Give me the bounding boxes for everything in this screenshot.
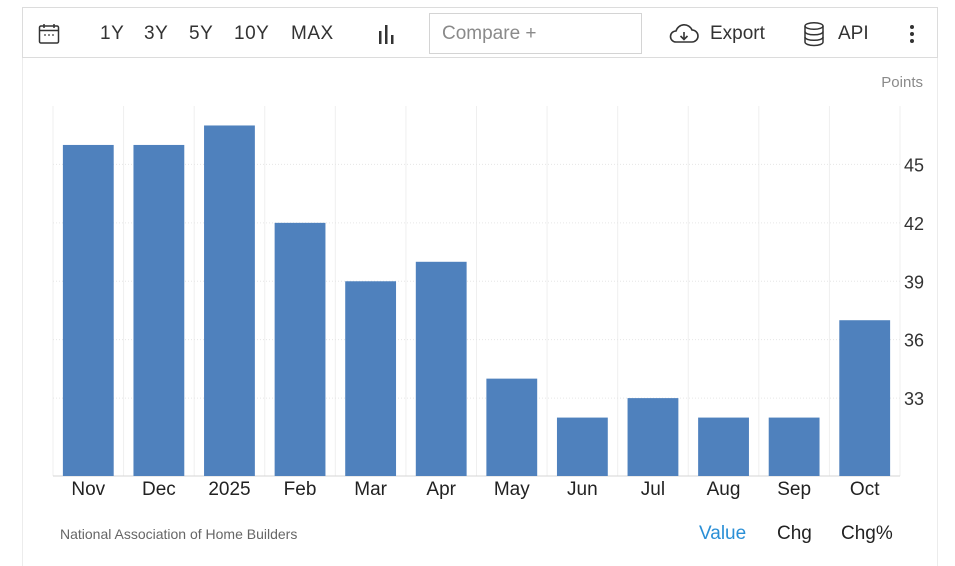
y-tick-label: 42	[904, 214, 924, 234]
chart-toolbar: 1Y 3Y 5Y 10Y MAX Export API	[22, 7, 938, 58]
range-5y-button[interactable]: 5Y	[189, 22, 214, 44]
x-tick-label: Apr	[426, 479, 456, 500]
x-tick-label: Dec	[142, 479, 176, 500]
bar-chart: 33 36 39 42 45 Nov Dec 2025 Feb Mar Apr May Jun Jul Au…	[52, 106, 924, 500]
api-label: API	[838, 22, 869, 44]
bar[interactable]	[768, 417, 820, 476]
range-1y-button[interactable]: 1Y	[100, 22, 125, 44]
source-label: National Association of Home Builders	[60, 526, 298, 542]
x-tick-label: Nov	[71, 479, 105, 500]
x-tick-label: May	[494, 479, 530, 500]
more-vertical-icon[interactable]	[908, 8, 916, 59]
tab-chg-percent[interactable]: Chg%	[841, 523, 893, 544]
x-tick-label: Aug	[707, 479, 741, 500]
x-tick-label: Mar	[354, 479, 387, 500]
y-tick-label: 33	[904, 389, 924, 409]
bar[interactable]	[839, 320, 891, 476]
bar[interactable]	[204, 125, 255, 476]
unit-label: Points	[881, 74, 923, 91]
bar[interactable]	[133, 144, 185, 476]
export-label: Export	[710, 22, 765, 44]
bar-chart-icon[interactable]	[377, 8, 397, 59]
range-3y-button[interactable]: 3Y	[144, 22, 169, 44]
y-tick-label: 39	[904, 272, 924, 292]
x-tick-label: Feb	[284, 479, 317, 500]
api-button[interactable]: API	[803, 8, 869, 59]
tab-value[interactable]: Value	[699, 523, 747, 544]
bar[interactable]	[556, 417, 608, 476]
bar[interactable]	[627, 398, 679, 476]
range-10y-button[interactable]: 10Y	[234, 22, 270, 44]
x-tick-label: Jun	[567, 479, 598, 500]
bar[interactable]	[62, 144, 114, 476]
y-tick-label: 36	[904, 331, 924, 351]
bar[interactable]	[698, 417, 749, 476]
bar[interactable]	[415, 261, 467, 476]
range-max-button[interactable]: MAX	[291, 22, 334, 44]
export-button[interactable]: Export	[668, 8, 765, 59]
x-tick-label: Jul	[641, 479, 665, 500]
x-tick-label: Sep	[777, 479, 811, 500]
bar[interactable]	[274, 222, 326, 476]
database-icon	[804, 21, 824, 46]
chart-panel: Points 33 36 39 42 45 Nov Dec 2025 Feb Mar Apr May J…	[22, 58, 938, 566]
calendar-icon[interactable]	[37, 8, 61, 59]
x-tick-label: Oct	[850, 479, 880, 500]
compare-input[interactable]	[442, 22, 632, 45]
cloud-download-icon	[669, 23, 699, 43]
y-tick-label: 45	[904, 155, 924, 175]
compare-field[interactable]	[429, 13, 642, 54]
bar[interactable]	[486, 378, 538, 476]
tab-chg[interactable]: Chg	[777, 523, 812, 544]
bar[interactable]	[345, 281, 397, 476]
x-tick-label: 2025	[208, 479, 250, 500]
